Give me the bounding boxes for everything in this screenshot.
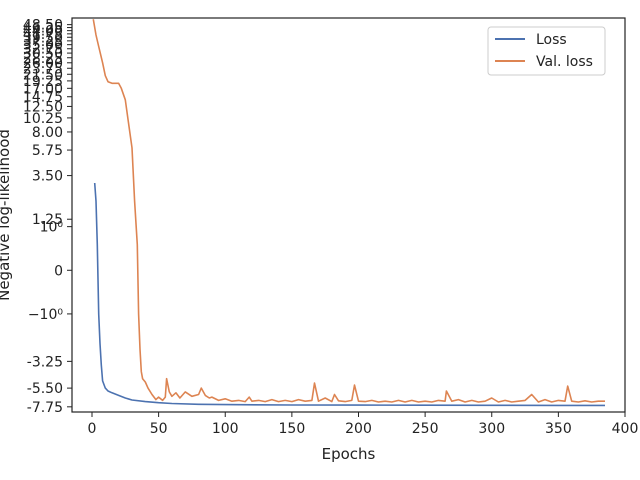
- y-tick-label: 46.25: [23, 21, 63, 37]
- y-tick-label: -5.50: [27, 381, 63, 397]
- y-tick-label: 26.00: [23, 56, 63, 72]
- y-tick-label: 28.25: [23, 51, 63, 67]
- y-tick-label: 1.25: [32, 212, 63, 228]
- y-tick-label: 44.00: [23, 24, 63, 40]
- y-tick-label: 37.25: [23, 34, 63, 50]
- y-tick-label: 23.75: [23, 61, 63, 77]
- x-tick-label: 350: [545, 421, 572, 437]
- y-tick-label: 21.50: [23, 67, 63, 83]
- y-tick-label: 12.50: [23, 99, 63, 115]
- x-tick-label: 0: [88, 421, 97, 437]
- y-tick-label: 30.50: [23, 46, 63, 62]
- x-tick-label: 300: [478, 421, 505, 437]
- series-line-val-loss: [92, 19, 605, 403]
- y-tick-label: 0: [54, 263, 63, 279]
- legend: Loss Val. loss: [487, 26, 606, 76]
- x-tick-label: 150: [279, 421, 306, 437]
- legend-label-loss: Loss: [536, 32, 567, 48]
- y-tick-label: 14.75: [23, 90, 63, 106]
- legend-label-val-loss: Val. loss: [536, 54, 593, 70]
- series-line-loss: [93, 182, 605, 407]
- y-tick-label: 35.00: [23, 38, 63, 54]
- y-tick-label: 32.75: [23, 42, 63, 58]
- y-tick-label: 39.50: [23, 30, 63, 46]
- y-tick-label: 3.50: [32, 169, 63, 185]
- x-axis-ticks: 0 50 100 150 200 250 300 350 400: [88, 412, 639, 437]
- x-tick-label: 250: [412, 421, 439, 437]
- y-tick-label: -7.75: [27, 400, 63, 416]
- y-tick-label: 10⁰: [40, 220, 64, 236]
- x-tick-label: 200: [345, 421, 372, 437]
- y-tick-label: 5.75: [32, 143, 63, 159]
- y-tick-label: 17.00: [23, 81, 63, 97]
- y-tick-label: 10.25: [23, 111, 63, 127]
- y-tick-label: 48.50: [23, 18, 63, 34]
- x-tick-label: 400: [612, 421, 639, 437]
- x-tick-label: 50: [150, 421, 168, 437]
- y-tick-label: 8.00: [32, 125, 63, 141]
- y-axis-label: Negative log-likelihood: [0, 129, 13, 301]
- axes-frame: [71, 17, 626, 413]
- y-axis-ticks: -7.75-5.50-3.25−10⁰010⁰1.253.505.758.001…: [23, 18, 72, 416]
- x-tick-label: 100: [212, 421, 239, 437]
- y-tick-label: -3.25: [27, 354, 63, 370]
- x-axis-label: Epochs: [322, 445, 376, 463]
- plot-area: [92, 19, 605, 407]
- y-tick-label: −10⁰: [28, 307, 64, 323]
- y-tick-label: 41.75: [23, 27, 63, 43]
- y-tick-label: 19.25: [23, 74, 63, 90]
